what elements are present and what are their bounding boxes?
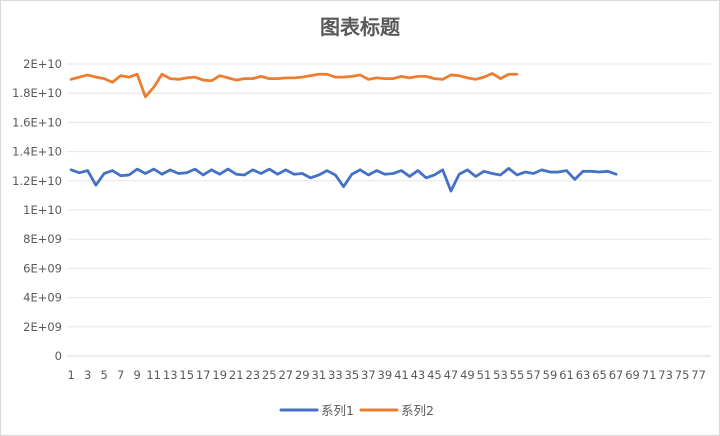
x-tick-label: 17 — [196, 368, 211, 382]
y-tick-label: 2E+10 — [23, 57, 62, 71]
x-tick-label: 19 — [212, 368, 227, 382]
x-tick-label: 23 — [245, 368, 260, 382]
x-tick-label: 39 — [378, 368, 393, 382]
y-tick-label: 1.6E+10 — [12, 115, 62, 129]
series-line-1 — [69, 166, 618, 193]
x-tick-label: 11 — [146, 368, 161, 382]
x-tick-label: 1 — [67, 368, 74, 382]
x-tick-label: 35 — [345, 368, 360, 382]
x-tick-label: 47 — [444, 368, 459, 382]
x-tick-label: 33 — [328, 368, 343, 382]
x-tick-label: 61 — [559, 368, 574, 382]
x-tick-label: 25 — [262, 368, 277, 382]
series-lines — [69, 72, 618, 193]
y-tick-label: 1.4E+10 — [12, 145, 62, 159]
x-tick-label: 55 — [510, 368, 525, 382]
gridlines — [67, 63, 711, 357]
x-tick-label: 13 — [163, 368, 178, 382]
x-tick-label: 9 — [134, 368, 141, 382]
y-tick-label: 6E+09 — [23, 261, 62, 275]
x-tick-label: 41 — [394, 368, 409, 382]
x-tick-label: 31 — [312, 368, 327, 382]
x-tick-label: 65 — [592, 368, 607, 382]
x-tick-label: 27 — [278, 368, 293, 382]
x-tick-label: 21 — [229, 368, 244, 382]
y-tick-label: 0 — [55, 349, 62, 363]
x-tick-label: 57 — [526, 368, 541, 382]
legend-label-2: 系列2 — [401, 403, 434, 418]
x-tick-label: 53 — [493, 368, 508, 382]
series-line-2 — [69, 72, 519, 99]
x-tick-label: 69 — [625, 368, 640, 382]
chart-title: 图表标题 — [320, 15, 401, 39]
x-tick-label: 7 — [117, 368, 124, 382]
y-tick-label: 2E+09 — [23, 320, 62, 334]
x-tick-label: 59 — [543, 368, 558, 382]
y-tick-label: 4E+09 — [23, 291, 62, 305]
x-tick-label: 77 — [691, 368, 706, 382]
x-tick-label: 63 — [576, 368, 591, 382]
y-tick-label: 1E+10 — [23, 203, 62, 217]
x-tick-label: 49 — [460, 368, 475, 382]
x-tick-label: 51 — [477, 368, 492, 382]
x-tick-label: 45 — [427, 368, 442, 382]
y-tick-label: 1.2E+10 — [12, 174, 62, 188]
legend: 系列1 系列2 — [279, 403, 434, 418]
x-tick-label: 5 — [100, 368, 107, 382]
x-tick-label: 67 — [609, 368, 624, 382]
x-tick-label: 71 — [642, 368, 657, 382]
legend-label-1: 系列1 — [321, 403, 354, 418]
x-tick-label: 3 — [84, 368, 91, 382]
y-tick-label: 1.8E+10 — [12, 86, 62, 100]
x-tick-label: 73 — [658, 368, 673, 382]
x-tick-label: 15 — [179, 368, 194, 382]
x-tick-label: 37 — [361, 368, 376, 382]
y-axis-labels: 0 2E+09 4E+09 6E+09 8E+09 1E+10 1.2E+10 1.4E+10… — [12, 57, 62, 363]
x-axis-labels: 1 3 5 7 9 11 13 15 17 19 21 23 25 27 29 31 33 35 37 39 41 43 4… — [67, 368, 705, 382]
x-tick-label: 75 — [675, 368, 690, 382]
x-tick-label: 43 — [411, 368, 426, 382]
x-tick-label: 29 — [295, 368, 310, 382]
y-tick-label: 8E+09 — [23, 232, 62, 246]
